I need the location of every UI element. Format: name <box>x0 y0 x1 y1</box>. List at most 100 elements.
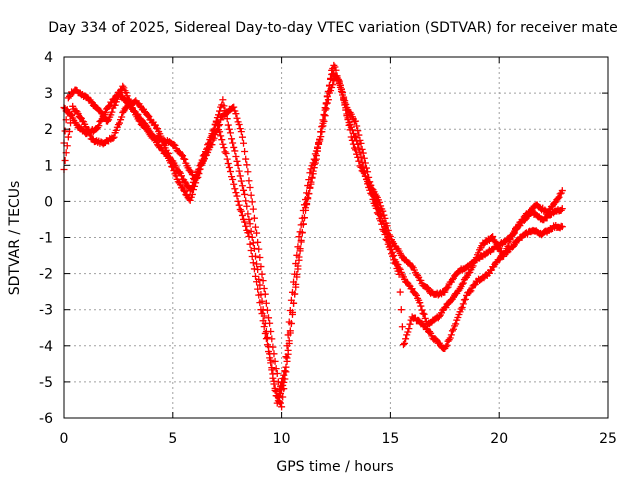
data-point-markers <box>262 328 278 385</box>
data-point-markers <box>539 224 557 238</box>
y-tick-label: 4 <box>44 50 53 66</box>
data-point-markers <box>334 75 350 108</box>
tick-layer <box>63 56 609 419</box>
data-point-markers <box>234 197 252 237</box>
data-point-markers <box>319 74 335 127</box>
data-point-markers <box>408 313 426 328</box>
data-point-markers <box>510 213 528 235</box>
data-point-markers <box>399 316 415 349</box>
data-point-markers <box>219 104 237 120</box>
data-point-markers <box>93 104 110 125</box>
data-point-markers <box>463 277 480 299</box>
data-point-markers <box>521 202 539 220</box>
chart-title: Day 334 of 2025, Sidereal Day-to-day VTE… <box>48 20 618 36</box>
data-point-markers <box>82 92 100 111</box>
data-point-markers <box>441 272 459 296</box>
y-axis-label: SDTVAR / TECUs <box>7 181 23 296</box>
data-point-markers <box>143 110 160 132</box>
data-point-markers <box>543 199 559 217</box>
y-tick-label: -2 <box>39 267 53 283</box>
data-point-markers <box>132 97 150 117</box>
data-point-markers <box>408 262 426 288</box>
data-point-markers <box>456 268 474 292</box>
data-point-markers <box>552 189 565 206</box>
data-point-marker <box>558 205 566 213</box>
x-tick-label: 20 <box>490 431 508 447</box>
data-point-markers <box>269 343 282 386</box>
data-point-markers <box>291 229 306 298</box>
data-point-markers <box>328 66 341 82</box>
data-point-markers <box>419 281 437 297</box>
data-point-markers <box>275 367 289 393</box>
data-point-markers <box>186 165 204 195</box>
x-tick-label: 15 <box>381 431 399 447</box>
data-point-markers <box>452 295 469 328</box>
data-point-markers <box>73 121 89 136</box>
x-axis-label: GPS time / hours <box>276 459 393 475</box>
data-point-markers <box>271 384 285 407</box>
data-point-markers <box>104 85 126 125</box>
data-point-markers <box>489 233 506 258</box>
data-point-markers <box>223 155 241 200</box>
data-point-markers <box>500 230 517 260</box>
data-point-markers <box>197 141 215 169</box>
data-point-markers <box>467 244 485 274</box>
y-tick-label: 2 <box>44 122 53 138</box>
x-tick-label: 10 <box>273 431 291 447</box>
x-tick-label: 5 <box>168 431 177 447</box>
y-tick-label: -6 <box>39 411 53 427</box>
label-layer: 0 5 10 15 20 25 -6 -5 -4 -3 -2 -1 0 1 2 3 4 <box>39 50 617 447</box>
data-point-markers <box>241 190 258 252</box>
data-point-markers <box>130 107 150 129</box>
data-point-markers <box>532 201 550 215</box>
y-tick-label: 0 <box>44 194 53 210</box>
y-tick-label: 1 <box>44 158 53 174</box>
data-point-markers <box>391 256 409 283</box>
data-point-markers <box>352 117 367 157</box>
data-point-markers <box>143 122 160 147</box>
data-point-markers <box>164 150 182 176</box>
data-point-markers <box>299 167 317 228</box>
data-point-markers <box>434 300 452 322</box>
data-point-markers <box>550 206 565 217</box>
data-point-markers <box>175 168 193 192</box>
y-tick-label: -5 <box>39 375 53 391</box>
data-point-markers <box>169 140 187 160</box>
data-point-markers <box>238 133 254 191</box>
data-point-markers <box>445 286 463 307</box>
data-point-markers <box>180 155 197 182</box>
data-point-markers <box>360 154 376 193</box>
data-point-markers <box>310 122 326 168</box>
data-point-markers <box>380 219 398 260</box>
data-point-markers <box>397 251 415 270</box>
x-tick-label: 25 <box>599 431 617 447</box>
data-point-markers <box>473 271 491 285</box>
data-point-markers <box>419 321 437 342</box>
data-point-markers <box>230 103 245 136</box>
data-point-markers <box>230 143 248 194</box>
y-tick-label: -1 <box>39 231 53 247</box>
data-point-markers <box>77 114 95 143</box>
data-point-markers <box>247 191 265 271</box>
y-tick-label: -3 <box>39 303 53 319</box>
data-point-markers <box>369 189 387 225</box>
data-point-markers <box>154 125 171 157</box>
data-point-markers <box>478 234 496 250</box>
data-point-markers <box>402 278 419 298</box>
data-point-markers <box>452 264 469 279</box>
y-tick-label: -4 <box>39 339 53 355</box>
data-point-markers <box>484 256 502 277</box>
data-layer <box>60 61 566 411</box>
data-point-markers <box>413 291 430 326</box>
series-track-c <box>60 66 566 393</box>
data-point-marker <box>558 223 566 231</box>
data-point-markers <box>441 322 459 352</box>
data-point-markers <box>99 134 117 148</box>
data-point-markers <box>110 107 128 141</box>
x-tick-label: 0 <box>60 431 69 447</box>
data-point-marker <box>558 187 566 195</box>
data-point-markers <box>208 113 226 149</box>
data-point-markers <box>258 270 276 343</box>
